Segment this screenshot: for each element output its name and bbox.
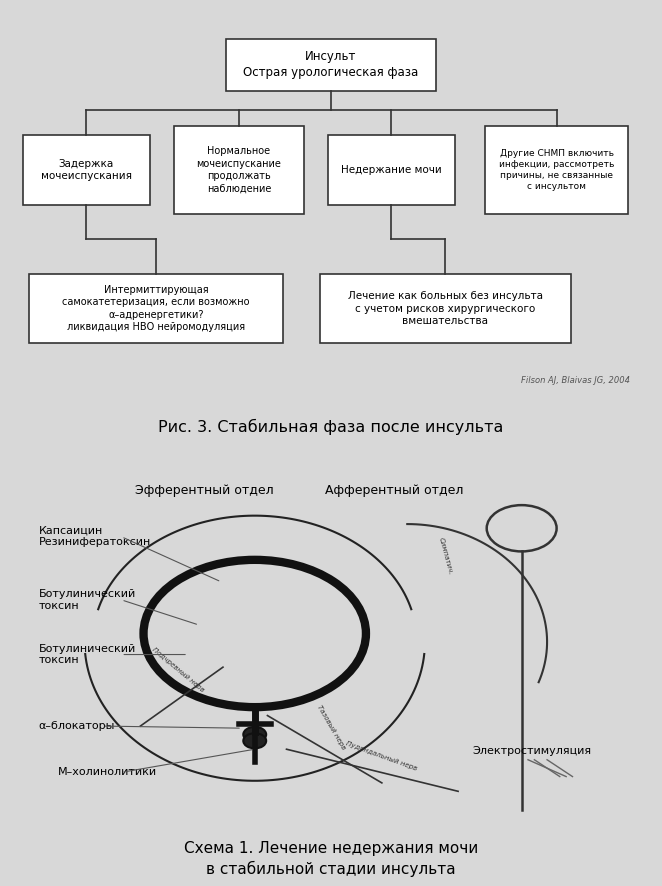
Text: в стабильной стадии инсульта: в стабильной стадии инсульта	[206, 861, 456, 877]
Text: Пудендальный нерв: Пудендальный нерв	[346, 740, 418, 772]
Text: α–блокаторы: α–блокаторы	[38, 721, 115, 731]
FancyBboxPatch shape	[320, 274, 571, 343]
Circle shape	[244, 727, 266, 742]
Text: Нормальное
мочеиспускание
продолжать
наблюдение: Нормальное мочеиспускание продолжать наб…	[197, 146, 281, 193]
Text: Интермиттирующая
самокатетеризация, если возможно
α–адренергетики?
ликвидация НВ: Интермиттирующая самокатетеризация, если…	[62, 285, 250, 332]
Text: М–холинолитики: М–холинолитики	[58, 767, 157, 777]
Text: Тазовый нерв: Тазовый нерв	[316, 703, 346, 750]
Text: Инсульт
Острая урологическая фаза: Инсульт Острая урологическая фаза	[244, 51, 418, 79]
Text: Лечение как больных без инсульта
с учетом рисков хирургического
вмешательства: Лечение как больных без инсульта с учето…	[348, 291, 543, 326]
Text: Другие СНМП включить
инфекции, рассмотреть
причины, не связанные
с инсультом: Другие СНМП включить инфекции, рассмотре…	[499, 149, 614, 191]
Text: Задержка
мочеиспускания: Задержка мочеиспускания	[41, 159, 132, 181]
FancyBboxPatch shape	[226, 39, 436, 90]
Text: Ботулинический
токсин: Ботулинический токсин	[38, 644, 136, 665]
Text: Недержание мочи: Недержание мочи	[341, 165, 442, 175]
FancyBboxPatch shape	[23, 136, 150, 205]
Text: Капсаицин
Резинифератоксин: Капсаицин Резинифератоксин	[38, 526, 151, 548]
FancyBboxPatch shape	[328, 136, 455, 205]
Text: Электростимуляция: Электростимуляция	[473, 746, 592, 757]
Text: Подчревный нерв: Подчревный нерв	[152, 647, 206, 694]
Text: Filson AJ, Blaivas JG, 2004: Filson AJ, Blaivas JG, 2004	[521, 376, 630, 385]
Text: Схема 1. Лечение недержания мочи: Схема 1. Лечение недержания мочи	[184, 841, 478, 856]
Text: Ботулинический
токсин: Ботулинический токсин	[38, 589, 136, 610]
Text: Симпатич.: Симпатич.	[438, 537, 453, 576]
FancyBboxPatch shape	[485, 127, 628, 214]
Text: Афферентный отдел: Афферентный отдел	[325, 484, 464, 497]
Circle shape	[244, 734, 266, 749]
Text: Эфферентный отдел: Эфферентный отдел	[134, 484, 273, 497]
FancyBboxPatch shape	[173, 127, 304, 214]
FancyBboxPatch shape	[29, 274, 283, 343]
Text: Рис. 3. Стабильная фаза после инсульта: Рис. 3. Стабильная фаза после инсульта	[158, 419, 504, 435]
